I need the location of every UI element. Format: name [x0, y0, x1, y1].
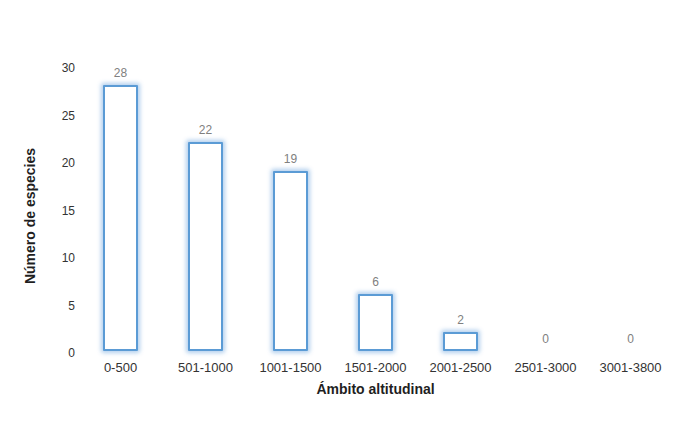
- x-tick-label: 1501-2000: [333, 360, 418, 378]
- y-tick-label: 10: [30, 251, 75, 265]
- x-tick-label: 0-500: [78, 360, 163, 378]
- bar-value-label: 0: [588, 332, 673, 346]
- x-axis-title: Ámbito altitudinal: [78, 381, 673, 397]
- y-tick-label: 0: [30, 346, 75, 360]
- bar-2001-2500: [443, 332, 478, 351]
- x-tick-label: 2001-2500: [418, 360, 503, 378]
- x-tick-label: 2501-3000: [503, 360, 588, 378]
- bar-1001-1500: [273, 171, 308, 352]
- bar-0-500: [103, 85, 138, 351]
- x-tick-label: 3001-3800: [588, 360, 673, 378]
- bar-value-label: 6: [333, 275, 418, 289]
- bar-value-label: 28: [78, 66, 163, 80]
- bar-value-label: 0: [503, 332, 588, 346]
- x-tick-label: 501-1000: [163, 360, 248, 378]
- y-tick-label: 15: [30, 204, 75, 218]
- y-tick-label: 30: [30, 61, 75, 75]
- y-tick-label: 5: [30, 299, 75, 313]
- bar-value-label: 19: [248, 152, 333, 166]
- x-tick-label: 1001-1500: [248, 360, 333, 378]
- bar-501-1000: [188, 142, 223, 351]
- bar-chart: Número de especies Ámbito altitudinal 05…: [0, 0, 700, 441]
- y-tick-label: 25: [30, 109, 75, 123]
- y-tick-label: 20: [30, 156, 75, 170]
- bar-value-label: 2: [418, 313, 503, 327]
- bar-value-label: 22: [163, 123, 248, 137]
- bar-1501-2000: [358, 294, 393, 351]
